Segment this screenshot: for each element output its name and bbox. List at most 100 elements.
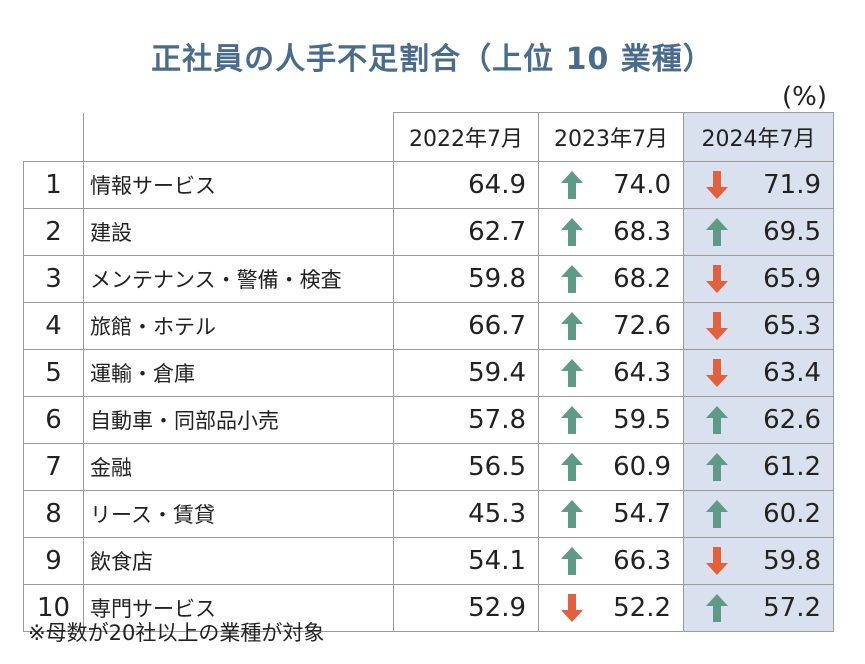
value-2023-cell: 64.3 [538,349,684,397]
arrow-down-icon [706,171,728,199]
rank-cell: 4 [23,302,84,350]
value-2022: 59.8 [393,255,539,303]
value-2024: 62.6 [763,405,821,435]
arrow-up-icon [561,500,583,528]
arrow-down-icon [706,359,728,387]
value-2023-cell: 74.0 [538,161,684,209]
value-2023-cell: 72.6 [538,302,684,350]
value-2023: 59.5 [613,405,671,435]
value-2024-cell: 60.2 [683,490,834,538]
value-2024-cell: 59.8 [683,537,834,585]
arrow-up-icon [706,500,728,528]
industry-name: 建設 [83,208,394,256]
unit-label: (%) [782,82,827,112]
value-2024-cell: 62.6 [683,396,834,444]
arrow-up-icon [561,218,583,246]
table-row: 3 メンテナンス・警備・検査 59.8 68.2 65.9 [23,255,834,303]
value-2023-cell: 60.9 [538,443,684,491]
value-2024: 61.2 [763,452,821,482]
arrow-up-icon [706,406,728,434]
table-row: 10 専門サービス 52.9 52.2 57.2 [23,584,834,632]
header-2024: 2024年7月 [683,112,834,162]
footnote: ※母数が20社以上の業種が対象 [28,621,325,645]
value-2023-cell: 68.2 [538,255,684,303]
arrow-up-icon [706,218,728,246]
industry-name: 専門サービス [83,584,394,632]
table-row: 7 金融 56.5 60.9 61.2 [23,443,834,491]
table-row: 8 リース・賃貸 45.3 54.7 60.2 [23,490,834,538]
value-2023: 68.3 [613,217,671,247]
table-row: 5 運輸・倉庫 59.4 64.3 63.4 [23,349,834,397]
value-2023: 72.6 [613,311,671,341]
rank-cell: 1 [23,161,84,209]
value-2024: 60.2 [763,499,821,529]
arrow-down-icon [561,594,583,622]
industry-name: メンテナンス・警備・検査 [83,255,394,303]
value-2023: 60.9 [613,452,671,482]
table-row: 6 自動車・同部品小売 57.8 59.5 62.6 [23,396,834,444]
value-2024: 69.5 [763,217,821,247]
industry-name: 金融 [83,443,394,491]
rank-cell: 8 [23,490,84,538]
value-2023: 54.7 [613,499,671,529]
value-2023-cell: 54.7 [538,490,684,538]
value-2022: 54.1 [393,537,539,585]
rank-cell: 6 [23,396,84,444]
value-2022: 66.7 [393,302,539,350]
value-2022: 59.4 [393,349,539,397]
value-2024: 65.3 [763,311,821,341]
rank-cell: 10 [23,584,84,632]
rank-cell: 2 [23,208,84,256]
value-2024: 57.2 [763,593,821,623]
header-blank-rank [23,112,84,162]
arrow-up-icon [561,265,583,293]
value-2022: 56.5 [393,443,539,491]
header-2022: 2022年7月 [393,112,539,162]
header-row: 2022年7月 2023年7月 2024年7月 [23,112,834,162]
value-2024-cell: 71.9 [683,161,834,209]
industry-name: 情報サービス [83,161,394,209]
value-2022: 45.3 [393,490,539,538]
industry-name: 旅館・ホテル [83,302,394,350]
rank-cell: 5 [23,349,84,397]
table-row: 1 情報サービス 64.9 74.0 71.9 [23,161,834,209]
table-body: 1 情報サービス 64.9 74.0 71.9 2 建設 62.7 68.3 69.5 3 メンテナン… [23,161,834,632]
shortage-table: 2022年7月 2023年7月 2024年7月 1 情報サービス 64.9 74.0 7… [23,112,834,632]
value-2024-cell: 63.4 [683,349,834,397]
arrow-up-icon [561,406,583,434]
value-2023: 74.0 [613,170,671,200]
value-2024: 71.9 [763,170,821,200]
value-2022: 57.8 [393,396,539,444]
arrow-up-icon [561,453,583,481]
value-2023: 68.2 [613,264,671,294]
value-2023-cell: 59.5 [538,396,684,444]
table-row: 4 旅館・ホテル 66.7 72.6 65.3 [23,302,834,350]
value-2024: 59.8 [763,546,821,576]
table-row: 2 建設 62.7 68.3 69.5 [23,208,834,256]
value-2023: 52.2 [613,593,671,623]
rank-cell: 3 [23,255,84,303]
industry-name: 運輸・倉庫 [83,349,394,397]
arrow-up-icon [706,594,728,622]
value-2024-cell: 65.3 [683,302,834,350]
value-2024-cell: 69.5 [683,208,834,256]
arrow-down-icon [706,312,728,340]
chart-title: 正社員の人手不足割合（上位 10 業種） [151,42,714,77]
header-blank-name [83,112,394,162]
value-2022: 52.9 [393,584,539,632]
industry-name: 飲食店 [83,537,394,585]
value-2023-cell: 52.2 [538,584,684,632]
table-row: 9 飲食店 54.1 66.3 59.8 [23,537,834,585]
value-2024: 65.9 [763,264,821,294]
arrow-up-icon [561,171,583,199]
arrow-down-icon [706,547,728,575]
industry-name: 自動車・同部品小売 [83,396,394,444]
value-2024: 63.4 [763,358,821,388]
value-2022: 62.7 [393,208,539,256]
rank-cell: 9 [23,537,84,585]
value-2023-cell: 68.3 [538,208,684,256]
arrow-up-icon [561,547,583,575]
rank-cell: 7 [23,443,84,491]
arrow-up-icon [706,453,728,481]
value-2024-cell: 65.9 [683,255,834,303]
